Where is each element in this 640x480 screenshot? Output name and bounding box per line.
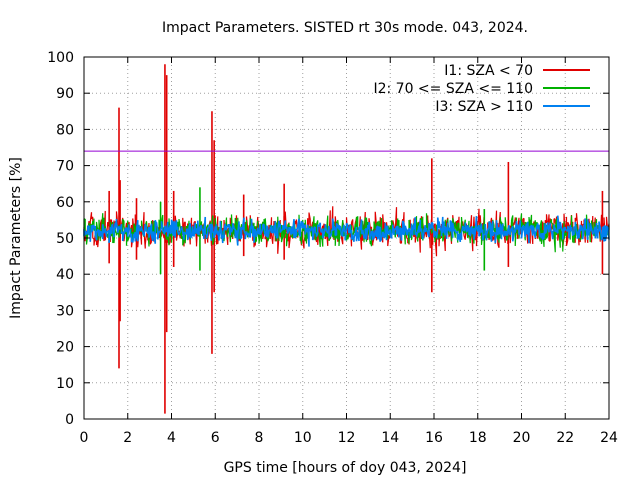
x-tick-label: 24 <box>600 430 618 446</box>
x-tick-label: 22 <box>556 430 574 446</box>
legend: I1: SZA < 70 I2: 70 <= SZA <= 110 I3: SZA … <box>373 63 590 115</box>
x-tick-label: 2 <box>123 430 132 446</box>
y-tick-label: 30 <box>56 303 74 319</box>
y-axis-label: Impact Parameters [%] <box>8 157 24 319</box>
x-tick-label: 16 <box>425 430 443 446</box>
y-tick-label: 90 <box>56 86 74 102</box>
legend-label-3: I3: SZA > 110 <box>435 99 533 115</box>
y-tick-label: 80 <box>56 122 74 138</box>
x-tick-label: 4 <box>167 430 176 446</box>
legend-label-2: I2: 70 <= SZA <= 110 <box>373 81 533 97</box>
x-tick-label: 12 <box>338 430 356 446</box>
x-tick-label: 6 <box>211 430 220 446</box>
x-tick-label: 20 <box>513 430 531 446</box>
x-tick-label: 14 <box>381 430 399 446</box>
y-tick-label: 20 <box>56 340 74 356</box>
y-tick-label: 60 <box>56 195 74 211</box>
x-tick-label: 18 <box>469 430 487 446</box>
y-tick-label: 0 <box>65 412 74 428</box>
legend-label-1: I1: SZA < 70 <box>444 63 533 79</box>
x-tick-label: 10 <box>294 430 312 446</box>
x-axis-label: GPS time [hours of doy 043, 2024] <box>224 460 467 476</box>
y-tick-labels: 0 10 20 30 40 50 60 70 80 90 100 <box>47 50 74 428</box>
chart-title: Impact Parameters. SISTED rt 30s mode. 0… <box>162 20 528 36</box>
x-tick-label: 8 <box>255 430 264 446</box>
x-tick-label: 0 <box>80 430 89 446</box>
y-tick-label: 100 <box>47 50 74 66</box>
y-tick-label: 40 <box>56 267 74 283</box>
tick-layer <box>83 56 610 420</box>
y-tick-label: 70 <box>56 159 74 175</box>
x-tick-labels: 0 2 4 6 8 10 12 14 16 18 20 22 24 <box>80 430 618 446</box>
y-tick-label: 50 <box>56 231 74 247</box>
y-tick-label: 10 <box>56 376 74 392</box>
